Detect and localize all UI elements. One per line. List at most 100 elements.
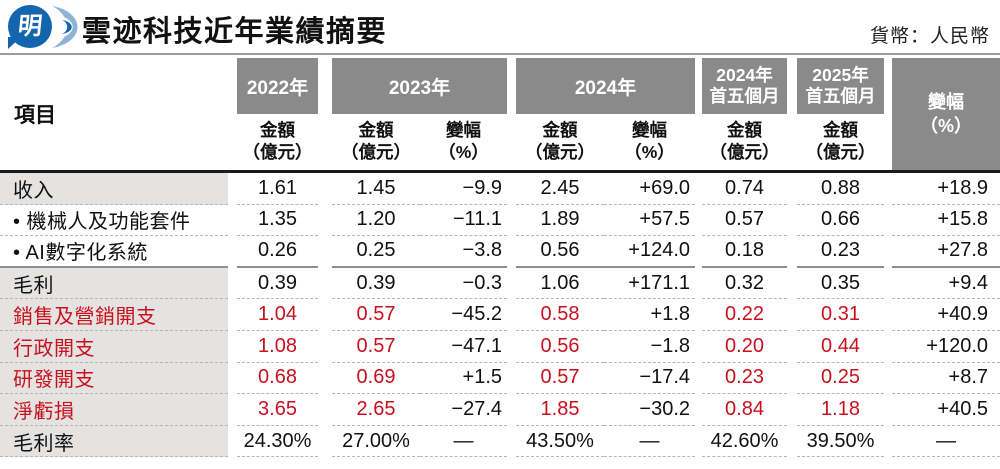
row-label: 銷售及營銷開支	[0, 299, 228, 331]
cell-2024-change: −1.8	[604, 331, 695, 363]
cell-change: +9.4	[892, 268, 1000, 300]
subheader-line: 金額	[542, 120, 578, 141]
cell-2023-amount: 1.20	[332, 205, 420, 237]
cell-2023-change: −3.8	[420, 236, 507, 268]
page-title: 雲迹科技近年業績摘要	[82, 16, 388, 48]
subheader-amount-2022: 金額 （億元）	[237, 114, 318, 170]
cell-2024-change: +171.1	[604, 268, 695, 300]
subheader-line: （億元）	[709, 142, 780, 162]
band-2024: 2024年	[516, 58, 695, 114]
cell-2022-amount: 0.39	[237, 268, 318, 300]
cell-2025m5-amount: 0.31	[797, 299, 884, 331]
band-line: （%）	[919, 116, 972, 136]
cell-2022-amount: 0.26	[237, 236, 318, 268]
cell-change: +27.8	[892, 236, 1000, 268]
subheader-change-2024: 變幅 （%）	[604, 114, 695, 170]
band-2023: 2023年	[332, 58, 507, 114]
cell-2024m5-amount: 0.23	[702, 363, 787, 395]
cell-2022-amount: 24.30%	[237, 426, 318, 458]
cell-2025m5-amount: 0.35	[797, 268, 884, 300]
subheader-amount-2024: 金額 （億元）	[516, 114, 604, 170]
subheader-line: （億元）	[805, 142, 876, 162]
subheader-line: 金額	[727, 120, 762, 141]
subheader-line: （億元）	[242, 142, 313, 162]
row-label: 研發開支	[0, 362, 228, 395]
row-admin-expenses: 行政開支 1.08 0.57 −47.1 0.56 −1.8 0.20 0.44…	[0, 330, 1000, 363]
cell-2025m5-amount: 0.88	[797, 173, 884, 205]
subheader-change-2023: 變幅 （%）	[420, 114, 507, 170]
cell-2024-amount: 0.58	[516, 299, 604, 331]
cell-2023-change: −11.1	[420, 205, 507, 237]
row-ai-digital-systems: • AI數字化系統 0.26 0.25 −3.8 0.56 +124.0 0.1…	[0, 236, 1000, 268]
cell-2023-amount: 1.45	[332, 173, 420, 205]
cell-2023-amount: 0.25	[332, 236, 420, 268]
band-2025-first-5-months: 2025年 首五個月	[797, 58, 884, 114]
subheader-amount-2024m5: 金額 （億元）	[702, 114, 787, 170]
cell-2024-change: +57.5	[604, 205, 695, 237]
cell-2024m5-amount: 0.74	[702, 173, 787, 205]
subheader-line: 金額	[260, 120, 295, 141]
cell-2024-amount: 0.57	[516, 363, 604, 395]
row-label: 毛利	[0, 267, 228, 300]
row-rd-expenses: 研發開支 0.68 0.69 +1.5 0.57 −17.4 0.23 0.25…	[0, 362, 1000, 395]
cell-2023-change: +1.5	[420, 363, 507, 395]
band-line: 2025年	[812, 65, 869, 85]
cell-2024-amount: 1.89	[516, 205, 604, 237]
logo-glyph: 明	[16, 12, 44, 40]
subheader-line: 變幅	[632, 120, 667, 141]
table-header: 項目 2022年 2023年 2024年 2024年 首五個月 2025年 首五…	[0, 58, 1000, 170]
band-2024-first-5-months: 2024年 首五個月	[702, 58, 787, 114]
row-label: • 機械人及功能套件	[0, 205, 228, 237]
cell-2022-amount: 1.61	[237, 173, 318, 205]
row-gross-profit: 毛利 0.39 0.39 −0.3 1.06 +171.1 0.32 0.35 …	[0, 267, 1000, 300]
cell-2024m5-amount: 0.84	[702, 394, 787, 426]
cell-change: +15.8	[892, 205, 1000, 237]
cell-2024-change: +1.8	[604, 299, 695, 331]
row-label: 收入	[0, 173, 228, 205]
cell-2025m5-amount: 0.44	[797, 331, 884, 363]
cell-2024-change: —	[604, 426, 695, 458]
subheader-amount-2023: 金額 （億元）	[332, 114, 420, 170]
mingpao-logo: 明	[8, 4, 82, 50]
cell-2023-amount: 2.65	[332, 394, 420, 426]
cell-2023-change: −45.2	[420, 299, 507, 331]
row-robot-and-function-kits: • 機械人及功能套件 1.35 1.20 −11.1 1.89 +57.5 0.…	[0, 205, 1000, 237]
logo-bubble: 明	[8, 5, 52, 48]
cell-2022-amount: 1.08	[237, 331, 318, 363]
band-2022: 2022年	[237, 58, 318, 114]
cell-change: +120.0	[892, 331, 1000, 363]
row-selling-marketing-expenses: 銷售及營銷開支 1.04 0.57 −45.2 0.58 +1.8 0.22 0…	[0, 299, 1000, 331]
cell-2022-amount: 0.68	[237, 363, 318, 395]
subheader-amount-2025m5: 金額 （億元）	[797, 114, 884, 170]
column-header-item: 項目	[14, 104, 56, 127]
cell-change: +40.5	[892, 394, 1000, 426]
cell-change: +18.9	[892, 173, 1000, 205]
band-line: 變幅	[928, 91, 964, 112]
band-line: 首五個月	[805, 86, 876, 106]
cell-2022-amount: 1.04	[237, 299, 318, 331]
subheader-line: 金額	[823, 120, 858, 141]
cell-change: —	[892, 426, 1000, 458]
cell-2024-change: −17.4	[604, 363, 695, 395]
cell-2023-amount: 0.39	[332, 268, 420, 300]
row-net-loss: 淨虧損 3.65 2.65 −27.4 1.85 −30.2 0.84 1.18…	[0, 394, 1000, 426]
cell-2023-change: −47.1	[420, 331, 507, 363]
cell-2022-amount: 1.35	[237, 205, 318, 237]
header-divider	[0, 170, 1000, 173]
cell-2024m5-amount: 0.22	[702, 299, 787, 331]
cell-2025m5-amount: 0.23	[797, 236, 884, 268]
cell-2024-amount: 1.85	[516, 394, 604, 426]
table-body: 收入 1.61 1.45 −9.9 2.45 +69.0 0.74 0.88 +…	[0, 173, 1000, 458]
row-gross-margin: 毛利率 24.30% 27.00% — 43.50% — 42.60% 39.5…	[0, 425, 1000, 458]
logo-swoosh-icon	[52, 6, 78, 48]
band-change-pct: 變幅 （%）	[892, 58, 1000, 170]
band-line: 首五個月	[709, 86, 780, 106]
cell-2025m5-amount: 0.25	[797, 363, 884, 395]
subheader-line: （億元）	[341, 142, 411, 162]
cell-2024-change: +124.0	[604, 236, 695, 268]
subheader-line: （億元）	[525, 142, 595, 162]
row-label: 毛利率	[0, 425, 228, 458]
subheader-line: 變幅	[446, 120, 481, 141]
cell-2024-amount: 0.56	[516, 236, 604, 268]
